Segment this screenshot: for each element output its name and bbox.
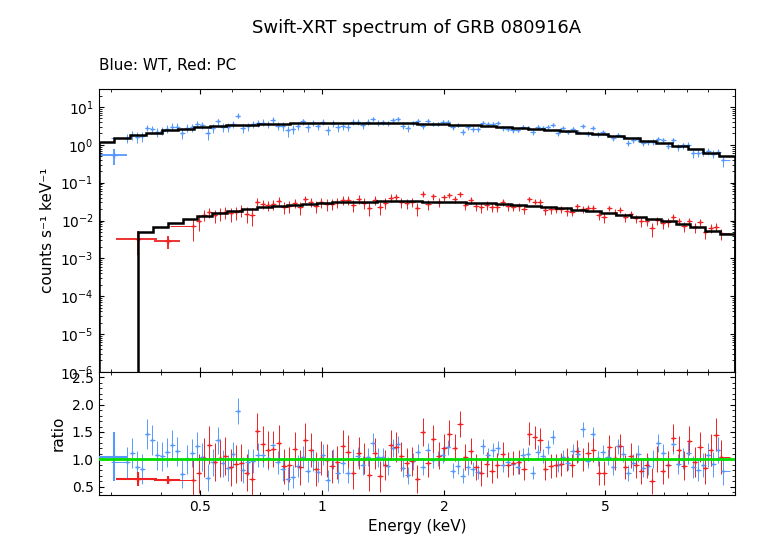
Text: Blue: WT, Red: PC: Blue: WT, Red: PC — [99, 58, 236, 73]
Y-axis label: ratio: ratio — [51, 416, 66, 451]
Y-axis label: counts s⁻¹ keV⁻¹: counts s⁻¹ keV⁻¹ — [39, 168, 55, 293]
Text: Swift-XRT spectrum of GRB 080916A: Swift-XRT spectrum of GRB 080916A — [252, 19, 581, 37]
X-axis label: Energy (keV): Energy (keV) — [368, 519, 466, 534]
